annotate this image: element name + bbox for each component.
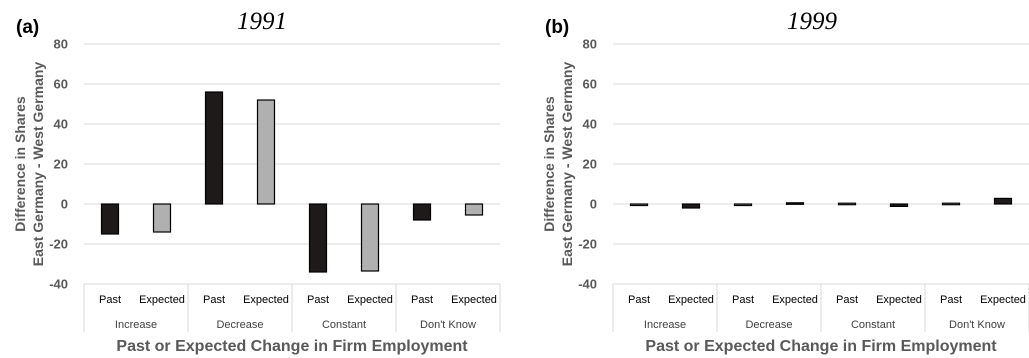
bar-increase-past [629, 203, 649, 207]
sub-category-label: Expected [668, 294, 714, 306]
sub-category-label: Expected [980, 294, 1026, 306]
y-tick-label: 80 [54, 37, 68, 52]
sub-category-label: Past [411, 294, 433, 306]
y-axis-label-line2: East Germany - West Germany [30, 62, 46, 267]
bar-don-t-know-past [412, 203, 432, 221]
x-axis-label: Past or Expected Change in Firm Employme… [116, 338, 468, 355]
sub-category-label: Expected [451, 294, 497, 306]
y-tick-label: -40 [578, 277, 597, 292]
y-axis-label-line1: Difference in Shares [541, 96, 557, 232]
sub-category-label: Expected [139, 294, 185, 306]
sub-category-label: Past [307, 294, 329, 306]
group-label: Increase [644, 319, 686, 331]
chart-panel-0: (a) 1991 80 60 40 20 0 -20 -40 Difference in Shar… [12, 8, 501, 355]
y-tick-label: 80 [583, 37, 597, 52]
y-tick-label: 60 [54, 77, 68, 92]
group-label: Increase [115, 319, 157, 331]
bar-constant-expected [889, 203, 909, 208]
bar-decrease-past [204, 91, 224, 205]
group-label: Decrease [216, 319, 263, 331]
bar-decrease-past [733, 203, 753, 207]
y-tick-label: -20 [49, 237, 68, 252]
chart-panel-1: (b) 1999 80 60 40 20 0 -20 -40 Difference in Shar… [541, 8, 1029, 355]
y-axis-label-line2: East Germany - West Germany [559, 62, 575, 267]
x-axis-label: Past or Expected Change in Firm Employme… [645, 338, 997, 355]
y-tick-label: 60 [583, 77, 597, 92]
bar-decrease-expected [256, 99, 276, 205]
sub-category-label: Past [99, 294, 121, 306]
sub-category-label: Past [203, 294, 225, 306]
sub-category-label: Expected [876, 294, 922, 306]
bar-don-t-know-expected [993, 197, 1013, 205]
y-tick-label: 40 [54, 117, 68, 132]
bar-constant-past [308, 203, 328, 273]
sub-category-label: Past [628, 294, 650, 306]
panel-label: (b) [545, 17, 569, 38]
bar-increase-expected [152, 203, 172, 233]
sub-category-label: Expected [772, 294, 818, 306]
group-label: Constant [851, 319, 895, 331]
y-tick-label: 20 [54, 157, 68, 172]
sub-category-label: Past [836, 294, 858, 306]
bar-increase-expected [681, 203, 701, 209]
y-tick-label: 0 [590, 197, 597, 212]
bar-don-t-know-expected [464, 203, 484, 216]
sub-category-label: Expected [243, 294, 289, 306]
y-tick-label: -40 [49, 277, 68, 292]
sub-category-label: Past [940, 294, 962, 306]
bar-constant-expected [360, 203, 380, 272]
chart-title: 1991 [237, 8, 287, 35]
y-tick-label: 40 [583, 117, 597, 132]
bar-increase-past [100, 203, 120, 235]
chart-title: 1999 [787, 8, 838, 35]
sub-category-label: Past [732, 294, 754, 306]
y-axis-label-line1: Difference in Shares [12, 96, 28, 232]
panel-label: (a) [16, 17, 39, 38]
y-tick-label: 0 [61, 197, 68, 212]
bar-decrease-expected [785, 202, 805, 205]
bar-don-t-know-past [941, 202, 961, 206]
bar-constant-past [837, 202, 857, 206]
y-tick-label: 20 [583, 157, 597, 172]
y-tick-label: -20 [578, 237, 597, 252]
sub-category-label: Expected [347, 294, 393, 306]
group-label: Decrease [745, 319, 792, 331]
group-label: Don't Know [949, 319, 1005, 331]
group-label: Don't Know [420, 319, 476, 331]
group-label: Constant [322, 319, 366, 331]
